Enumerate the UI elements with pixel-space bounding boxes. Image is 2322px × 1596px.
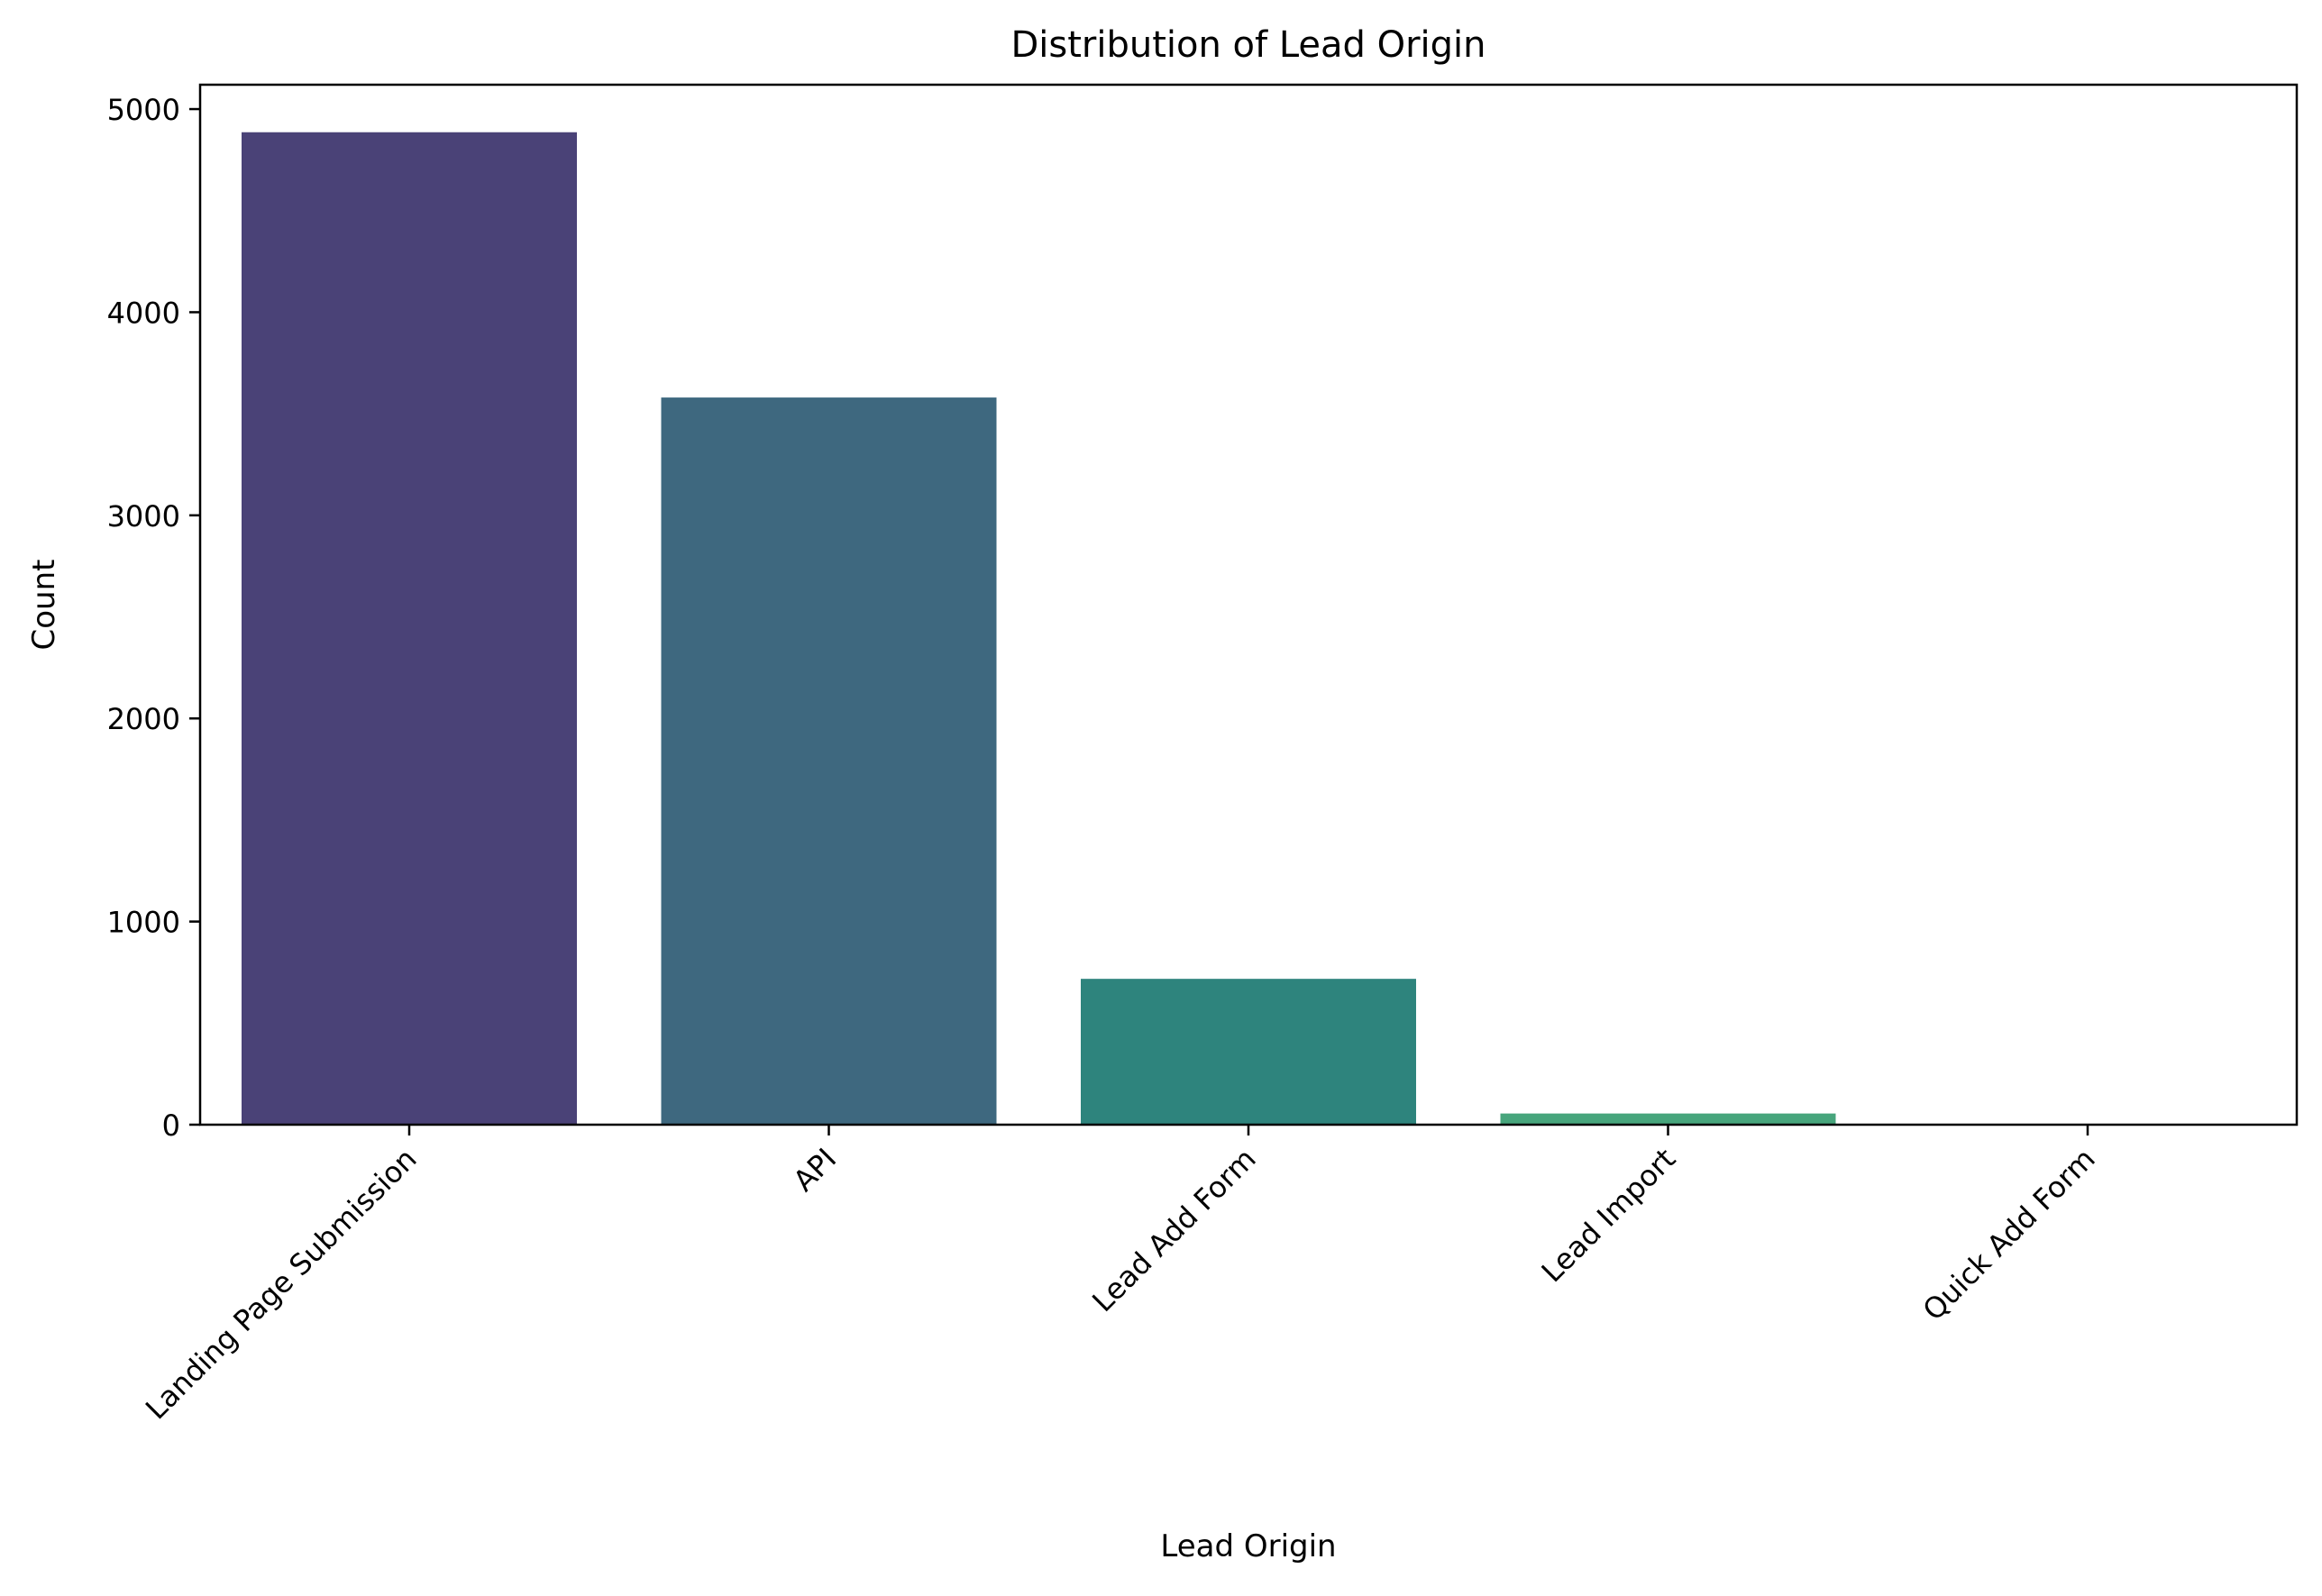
y-tick-label: 1000	[107, 906, 180, 940]
y-tick-label: 5000	[107, 93, 180, 127]
y-tick-label: 3000	[107, 499, 180, 534]
y-tick-label: 4000	[107, 296, 180, 330]
x-tick-label: Quick Add Form	[1916, 1142, 2102, 1327]
bar-landing-page-submission	[242, 132, 577, 1125]
bars-group	[242, 132, 2255, 1125]
x-axis-label: Lead Origin	[1160, 1528, 1336, 1564]
y-axis-label: Count	[26, 560, 62, 651]
bar-api	[662, 397, 997, 1125]
x-tick-label: Landing Page Submission	[139, 1142, 424, 1427]
y-tick-label: 2000	[107, 702, 180, 736]
x-tick-label: Lead Import	[1535, 1142, 1683, 1290]
x-tick-label: Lead Add Form	[1085, 1142, 1262, 1318]
chart-title: Distribution of Lead Origin	[1010, 24, 1486, 66]
y-axis: 0 1000 2000 3000 4000 5000	[107, 93, 200, 1143]
x-tick-label: API	[786, 1142, 843, 1199]
y-tick-label: 0	[162, 1108, 180, 1143]
bar-lead-add-form	[1081, 979, 1416, 1125]
x-axis: Landing Page Submission API Lead Add Form L…	[139, 1125, 2102, 1426]
bar-lead-import	[1501, 1114, 1836, 1125]
